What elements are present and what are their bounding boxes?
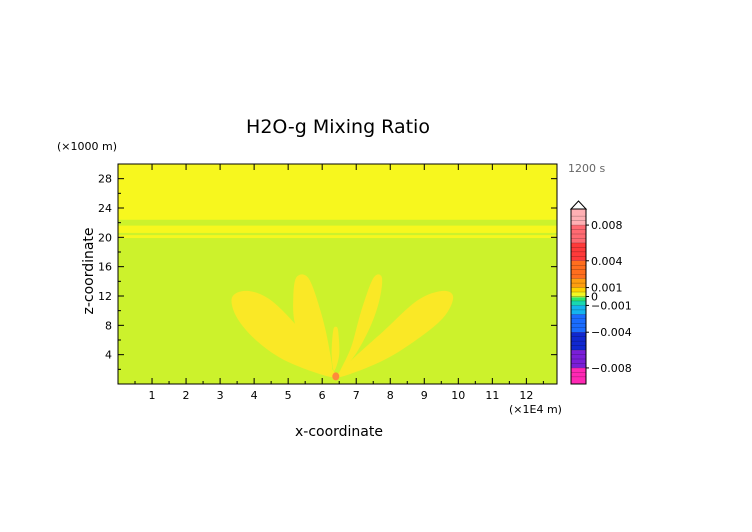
plume-mid-right-lobe [339,274,383,374]
x-axis-label: x-coordinate [295,424,383,440]
plot-frame [117,163,558,385]
upper-layer [118,164,557,220]
x-tick-label: 3 [217,389,224,402]
plume-mid-left-lobe [293,274,333,374]
x-tick-label: 10 [451,389,465,402]
y-tick-label: 16 [98,261,112,274]
x-tick-label: 8 [387,389,394,402]
colorbar-segment [571,209,586,226]
colorbar-label: 0.001 [591,282,623,295]
colorbar-label: 0 [591,291,598,304]
source-point [332,372,340,381]
colorbar-label: −0.001 [591,299,632,312]
colorbar-extend-arrow [569,200,588,210]
colorbar-segment [571,300,586,306]
x-tick-label: 1 [149,389,156,402]
y-tick-label: 4 [105,349,112,362]
band-2 [118,235,557,239]
y-tick-label: 8 [105,319,112,332]
x-tick-label: 2 [183,389,190,402]
x-tick-label: 4 [251,389,258,402]
y-axis-label: z-coordinate [81,227,97,314]
colorbar-segment [571,292,586,296]
x-tick-label: 12 [519,389,533,402]
colorbar-segment [571,367,586,384]
plot-area [117,163,558,385]
y-tick-label: 20 [98,231,112,244]
x-tick-label: 7 [353,389,360,402]
x-unit-label: (×1E4 m) [509,403,562,416]
x-tick-label: 6 [319,389,326,402]
colorbar-segment [571,287,586,293]
time-label: 1200 s [568,162,605,175]
band-1 [118,225,557,233]
colorbar-label: 0.008 [591,219,623,232]
y-tick-label: 24 [98,202,112,215]
colorbar-segment [571,297,586,301]
colorbar-label: −0.004 [591,326,632,339]
plume-center-lobe [331,326,340,371]
x-tick-label: 11 [485,389,499,402]
y-axis: 4 8 12 16 20 24 28 [98,173,557,370]
x-axis: 1 2 3 4 5 6 7 8 9 10 11 12 [134,164,544,402]
colorbar-label: −0.008 [591,362,632,375]
chart-title: H2O-g Mixing Ratio [246,116,430,138]
x-tick-label: 9 [421,389,428,402]
colorbar-label: 0.004 [591,255,623,268]
y-tick-label: 12 [98,290,112,303]
y-tick-label: 28 [98,173,112,186]
plume-right-lobe [336,290,454,378]
y-unit-label: (×1000 m) [57,140,117,153]
x-tick-label: 5 [285,389,292,402]
